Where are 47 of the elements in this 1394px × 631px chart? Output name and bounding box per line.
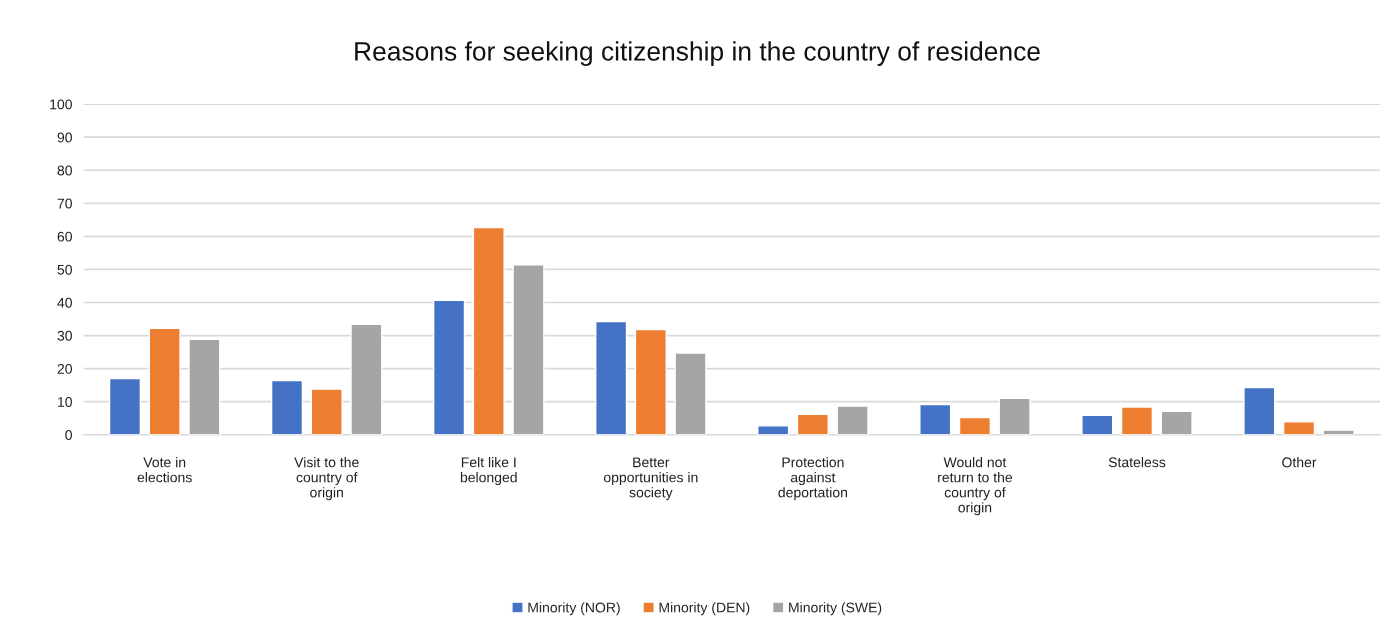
y-tick-label: 10 bbox=[58, 396, 72, 407]
bar bbox=[674, 352, 707, 435]
bar bbox=[148, 327, 181, 435]
bar bbox=[836, 405, 869, 435]
bar bbox=[108, 377, 142, 435]
bar bbox=[1243, 386, 1276, 435]
y-tick-label: 60 bbox=[57, 231, 72, 242]
bar bbox=[350, 323, 383, 435]
bar bbox=[472, 226, 505, 435]
x-tick-label: Better opportunities in society bbox=[603, 457, 698, 501]
bar bbox=[919, 403, 952, 435]
legend-label: Minority (SWE) bbox=[789, 602, 882, 616]
y-tick-label: 30 bbox=[57, 330, 72, 341]
y-tick-label: 80 bbox=[57, 165, 72, 176]
y-tick-label: 90 bbox=[57, 132, 72, 143]
legend-label: Minority (DEN) bbox=[659, 602, 750, 616]
y-tick-label: 40 bbox=[57, 297, 72, 308]
bar bbox=[1160, 410, 1193, 435]
bar bbox=[188, 338, 221, 435]
bar bbox=[796, 413, 829, 435]
x-tick-label: Vote in elections bbox=[137, 456, 192, 483]
bar bbox=[634, 328, 667, 435]
bar bbox=[998, 397, 1031, 435]
bar bbox=[310, 388, 343, 435]
legend-label: Minority (NOR) bbox=[528, 602, 620, 616]
bar bbox=[1120, 406, 1154, 435]
x-tick-label: Other bbox=[1282, 456, 1317, 468]
bar bbox=[1322, 429, 1355, 435]
y-tick-label: 20 bbox=[57, 363, 72, 374]
bar bbox=[595, 320, 628, 435]
chart-title: Reasons for seeking citizenship in the country of residence bbox=[355, 41, 1040, 66]
y-tick-label: 70 bbox=[57, 198, 72, 209]
x-tick-label: Visit to the country of origin bbox=[294, 456, 359, 501]
y-tick-label: 50 bbox=[57, 264, 72, 275]
bar bbox=[958, 416, 992, 435]
bar bbox=[512, 264, 545, 435]
x-tick-label: Stateless bbox=[1108, 456, 1166, 468]
x-tick-label: Protection against deportation bbox=[778, 456, 847, 501]
bar bbox=[1081, 414, 1114, 435]
bar bbox=[1282, 421, 1316, 435]
bar bbox=[757, 425, 790, 435]
x-tick-label: Would not return to the country of origin bbox=[938, 456, 1013, 516]
y-tick-label: 100 bbox=[50, 99, 72, 110]
bar bbox=[432, 299, 466, 435]
y-tick-label: 0 bbox=[65, 430, 72, 440]
bar bbox=[270, 379, 304, 435]
x-tick-label: Felt like I belonged bbox=[460, 456, 517, 486]
